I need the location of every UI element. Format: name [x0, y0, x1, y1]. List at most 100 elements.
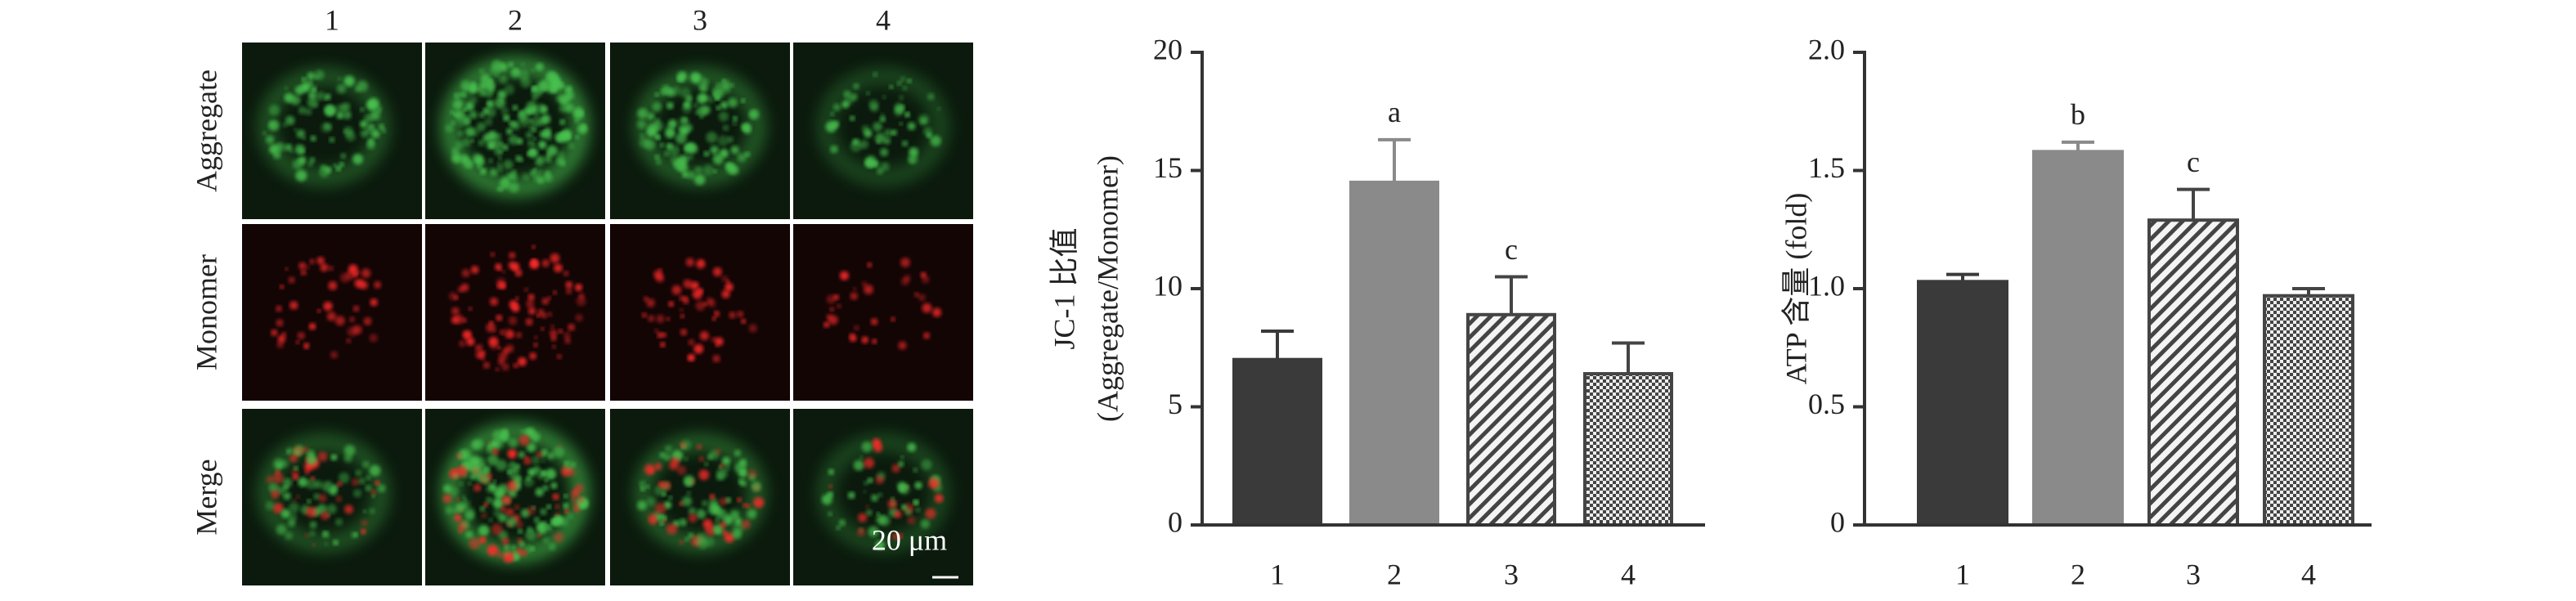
fluorescence-spot — [867, 262, 873, 268]
fluorescence-spot — [542, 484, 549, 491]
fluorescence-spot — [839, 271, 849, 280]
error-bar — [1261, 330, 1294, 360]
fluorescence-spot — [657, 481, 665, 488]
fluorescence-spot — [936, 106, 941, 111]
fluorescence-spot — [684, 536, 689, 542]
fluorescence-spot — [560, 161, 566, 167]
fluorescence-spot — [500, 99, 504, 103]
significance-label: a — [1388, 96, 1401, 128]
fluorescence-spot — [506, 172, 514, 179]
fluorescence-spot — [558, 151, 565, 159]
fluorescence-spot — [523, 428, 531, 436]
fluorescence-spot — [456, 502, 467, 513]
bar — [2263, 294, 2354, 527]
scale-bar-label: 20 μm — [872, 523, 947, 556]
fluorescence-spot — [511, 121, 518, 128]
fluorescence-spot — [928, 478, 940, 489]
fluorescence-spot — [529, 352, 537, 360]
fluorescence-spot — [316, 309, 321, 313]
fluorescence-spot — [550, 325, 554, 330]
fluorescence-spot — [663, 453, 671, 461]
fluorescence-spot — [891, 129, 898, 136]
fluorescence-spot — [729, 312, 736, 319]
fluorescence-spot — [543, 130, 551, 138]
fluorescence-spot — [738, 469, 747, 478]
fluorescence-spot — [280, 509, 290, 518]
fluorescence-spot — [836, 525, 841, 531]
fluorescence-spot — [514, 505, 520, 510]
fluorescence-spot — [724, 532, 734, 543]
fluorescence-spot — [897, 533, 904, 539]
fluorescence-spot — [698, 83, 708, 92]
fluorescence-spot — [297, 331, 305, 340]
fluorescence-spot — [487, 101, 493, 107]
fluorescence-spot — [657, 267, 662, 272]
fluorescence-spot — [546, 152, 551, 157]
fluorescence-spot — [339, 162, 344, 168]
fluorescence-spot — [529, 125, 536, 132]
fluorescence-spot — [488, 158, 493, 164]
fluorescence-spot — [701, 500, 708, 507]
fluorescence-spot — [471, 81, 476, 86]
row-label: Merge — [190, 459, 222, 535]
fluorescence-spot — [934, 494, 944, 503]
fluorescence-spot — [292, 159, 303, 170]
fluorescence-spot — [913, 500, 919, 505]
fluorescence-spot — [688, 353, 695, 361]
fluorescence-spot — [545, 71, 557, 83]
fluorescence-spot — [506, 516, 517, 527]
fluorescence-spot — [309, 85, 317, 92]
micrograph — [793, 43, 973, 219]
fluorescence-spot — [289, 301, 298, 310]
fluorescence-spot — [470, 441, 479, 450]
fluorescence-spot — [666, 142, 673, 150]
fluorescence-spot — [465, 531, 473, 539]
fluorescence-spot — [880, 162, 890, 172]
y-tick-label: 0 — [1830, 505, 1845, 538]
fluorescence-spot — [451, 120, 456, 126]
fluorescence-spot — [371, 494, 375, 498]
fluorescence-spot — [343, 126, 353, 137]
fluorescence-spot — [473, 483, 482, 492]
fluorescence-spot — [537, 140, 547, 150]
fluorescence-spot — [554, 504, 560, 509]
fluorescence-spot — [518, 451, 526, 459]
fluorescence-spot — [347, 326, 357, 337]
fluorescence-spot — [454, 314, 464, 325]
fluorescence-spot — [647, 112, 655, 120]
fluorescence-spot — [640, 486, 645, 491]
fluorescence-spot — [335, 104, 345, 114]
micrograph — [242, 224, 422, 401]
fluorescence-spot — [474, 155, 485, 166]
fluorescence-spot — [661, 85, 671, 96]
fluorescence-spot — [370, 298, 378, 307]
fluorescence-spot — [665, 445, 672, 453]
fluorescence-spot — [486, 322, 496, 333]
fluorescence-spot — [464, 507, 475, 518]
fluorescence-spot — [497, 161, 503, 167]
fluorescence-spot — [478, 69, 485, 74]
error-bar — [2177, 187, 2210, 221]
fluorescence-spot — [266, 475, 275, 484]
fluorescence-spot — [497, 165, 504, 172]
fluorescence-spot — [321, 511, 330, 520]
fluorescence-spot — [743, 126, 752, 134]
fluorescence-spot — [466, 337, 475, 346]
fluorescence-spot — [904, 112, 910, 119]
fluorescence-spot — [306, 506, 317, 518]
fluorescence-spot — [487, 454, 499, 466]
fluorescence-spot — [491, 523, 503, 536]
fluorescence-spot — [457, 286, 464, 293]
fluorescence-spot — [272, 473, 284, 484]
fluorescence-spot — [462, 495, 466, 499]
fluorescence-spot — [337, 76, 342, 81]
cell-glow — [258, 433, 390, 553]
fluorescence-spot — [679, 518, 687, 527]
fluorescence-spot — [829, 307, 835, 312]
fluorescence-spot — [334, 518, 343, 526]
fluorescence-spot — [445, 506, 453, 514]
fluorescence-spot — [328, 280, 338, 290]
fluorescence-spot — [366, 140, 375, 150]
fluorescence-spot — [574, 118, 580, 123]
fluorescence-spot — [552, 344, 556, 349]
